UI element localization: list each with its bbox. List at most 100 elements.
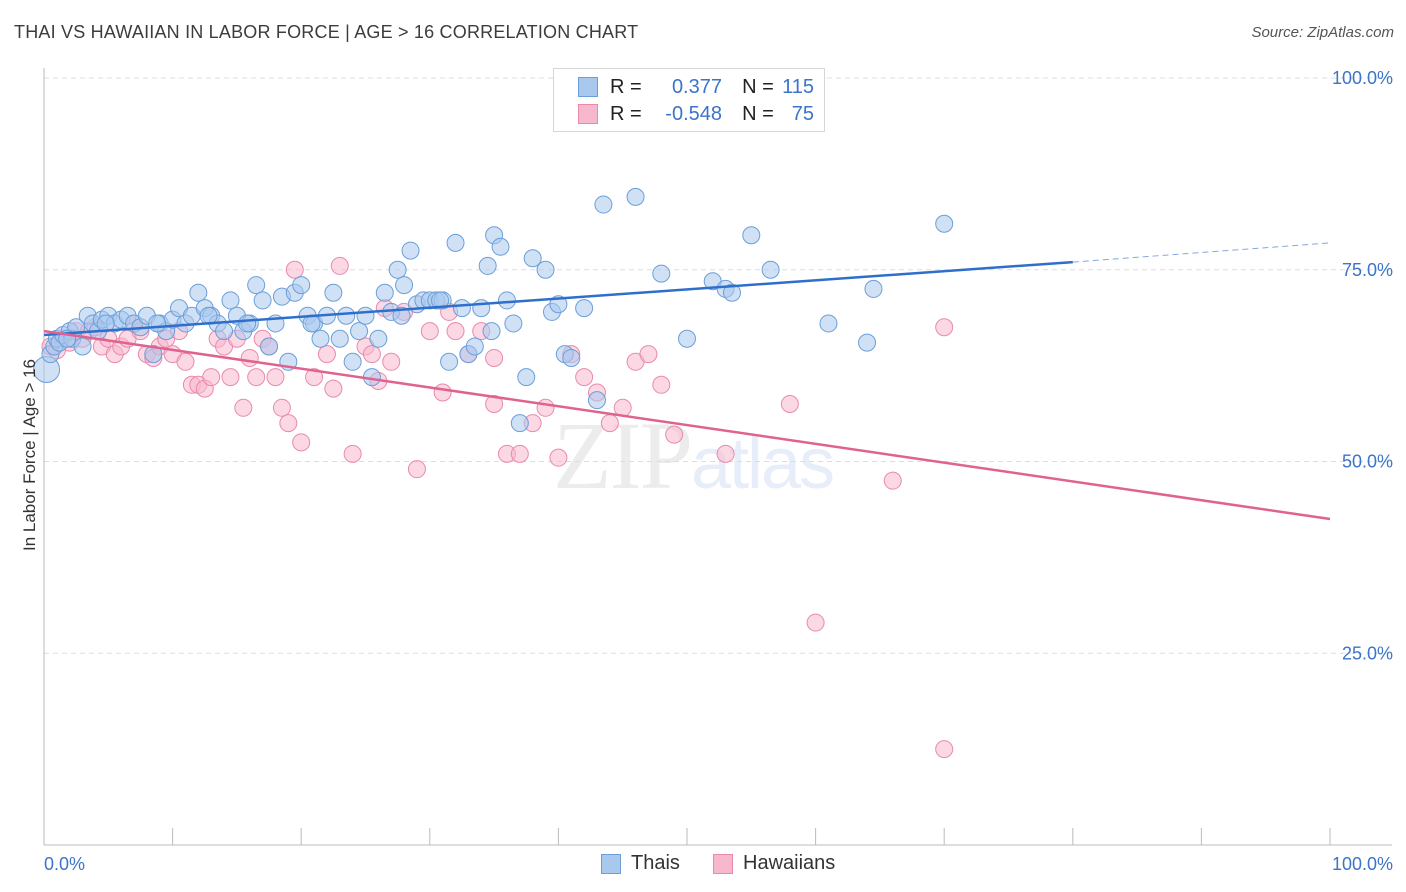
hawaiians-r-value: -0.548 <box>665 102 722 125</box>
thais-point <box>73 337 92 356</box>
thais-point <box>356 306 375 325</box>
hawaiians-point <box>240 348 259 367</box>
legend-item-hawaiians[interactable]: Hawaiians <box>713 852 835 875</box>
hawaiians-point <box>485 348 504 367</box>
thais-point <box>392 306 411 325</box>
thais-point <box>678 329 696 348</box>
hawaiians-point <box>652 375 671 394</box>
hawaiians-point <box>247 368 266 387</box>
thais-point <box>935 214 954 233</box>
thais-legend-swatch <box>601 853 621 874</box>
y-tick-label: 75.0% <box>1342 260 1393 280</box>
y-axis-label: In Labor Force | Age > 16 <box>20 358 39 552</box>
thais-point <box>575 299 594 318</box>
chart-title: THAI VS HAWAIIAN IN LABOR FORCE | AGE > … <box>14 22 639 42</box>
thais-point <box>594 195 613 214</box>
legend-n-label: N = <box>742 102 774 125</box>
thais-point <box>369 329 388 348</box>
correlation-legend: R = 0.377 N = 115 R = -0.548 N = 75 <box>553 68 825 132</box>
hawaiians-point <box>665 425 684 444</box>
thais-point <box>446 233 465 252</box>
thais-points <box>33 187 954 433</box>
thais-point <box>253 291 272 310</box>
watermark-zip: ZIP <box>553 402 693 509</box>
hawaiians-point <box>575 368 594 387</box>
thais-point <box>388 260 407 279</box>
hawaiians-swatch <box>578 104 598 124</box>
thais-point <box>343 352 362 371</box>
thais-legend-label: Thais <box>631 852 680 874</box>
hawaiians-point <box>935 318 954 337</box>
hawaiians-point <box>176 352 195 371</box>
thais-point <box>189 283 208 302</box>
x-tick-label: 100.0% <box>1332 854 1393 874</box>
thais-point <box>215 322 234 341</box>
thais-point <box>858 333 877 352</box>
thais-point <box>465 337 484 356</box>
y-tick-label: 100.0% <box>1332 68 1393 88</box>
hawaiians-point <box>433 383 452 402</box>
thais-point <box>482 322 501 341</box>
hawaiians-trend-line <box>43 329 1331 521</box>
thais-point <box>431 291 450 310</box>
thais-point <box>144 345 163 364</box>
thais-point <box>536 260 555 279</box>
hawaiians-point <box>324 379 343 398</box>
thais-point <box>148 314 167 333</box>
hawaiians-point <box>600 414 619 433</box>
thais-point <box>504 314 523 333</box>
legend-n-label: N = <box>742 75 774 98</box>
legend-r-label: R = <box>610 75 642 98</box>
thais-point <box>96 314 115 333</box>
thais-point <box>395 276 414 295</box>
hawaiians-point <box>536 398 555 417</box>
hawaiians-point <box>221 368 240 387</box>
thais-swatch <box>578 77 598 97</box>
hawaiians-n-value: 75 <box>791 102 814 125</box>
thais-point <box>375 283 394 302</box>
thais-point <box>742 226 761 245</box>
thais-point <box>260 337 279 356</box>
thais-point <box>652 264 671 283</box>
hawaiians-point <box>510 444 529 463</box>
thais-point <box>401 241 420 260</box>
legend-item-thais[interactable]: Thais <box>601 852 680 875</box>
series-legend: Thais Hawaiians <box>0 852 1406 876</box>
source-credit: Source: ZipAtlas.com <box>1251 24 1394 41</box>
thais-point <box>864 279 883 298</box>
thais-point <box>510 414 529 433</box>
thais-point <box>238 314 257 333</box>
hawaiians-point <box>266 368 285 387</box>
thais-point <box>472 299 491 318</box>
x-tick-label: 0.0% <box>44 854 85 874</box>
hawaiians-point <box>382 352 401 371</box>
thais-point <box>350 322 369 341</box>
hawaiians-point <box>485 394 504 413</box>
hawaiians-point <box>935 740 954 759</box>
hawaiians-legend-swatch <box>713 853 733 874</box>
legend-row-hawaiians: R = -0.548 N = 75 <box>578 102 814 126</box>
thais-trend-extension <box>1072 242 1331 263</box>
thais-point <box>247 276 266 295</box>
hawaiians-point <box>639 345 658 364</box>
hawaiians-point <box>716 444 735 463</box>
hawaiians-point <box>420 322 439 341</box>
hawaiians-point <box>292 433 311 452</box>
legend-row-thais: R = 0.377 N = 115 <box>578 75 814 99</box>
thais-point <box>311 329 330 348</box>
hawaiians-point <box>549 448 568 467</box>
thais-point <box>626 187 645 206</box>
y-tick-label: 50.0% <box>1342 452 1393 472</box>
thais-point <box>761 260 780 279</box>
thais-point <box>523 249 542 268</box>
hawaiians-legend-label: Hawaiians <box>743 852 836 874</box>
thais-point <box>497 291 516 310</box>
hawaiians-point <box>806 613 825 632</box>
thais-point <box>440 352 459 371</box>
hawaiians-point <box>780 394 799 413</box>
thais-point <box>723 283 742 302</box>
thais-n-value: 115 <box>782 75 814 98</box>
hawaiians-point <box>234 398 253 417</box>
thais-point <box>221 291 240 310</box>
